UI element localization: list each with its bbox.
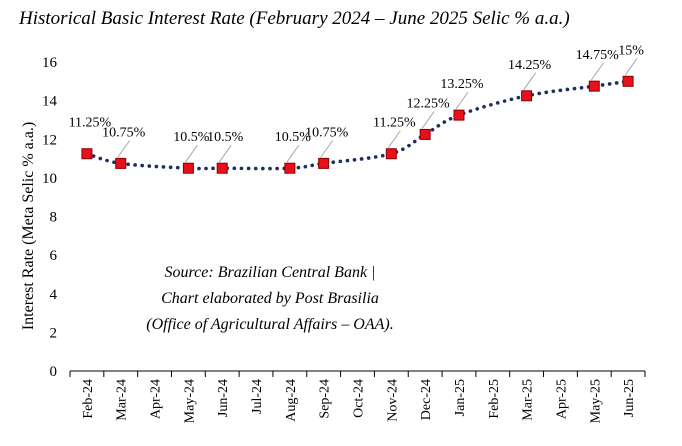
x-tick-label-11: Jan-25 — [453, 379, 468, 416]
data-markers — [81, 75, 634, 174]
x-tick-label-10: Dec-24 — [419, 379, 434, 420]
leader-line-10 — [590, 62, 604, 81]
x-tick-label-16: Jun-25 — [622, 379, 637, 417]
y-tick-label-4: 8 — [50, 210, 58, 226]
data-label-1: 10.75% — [102, 125, 146, 140]
y-tick-label-1: 2 — [50, 325, 58, 341]
y-tick-label-0: 0 — [50, 364, 58, 380]
data-label-2: 10.5% — [173, 130, 210, 145]
label-leader-lines — [117, 58, 638, 163]
y-tick-label-8: 16 — [42, 55, 58, 71]
x-tick-label-5: Jul-24 — [250, 379, 265, 414]
data-label-4: 10.5% — [275, 130, 312, 145]
y-tick-label-2: 4 — [50, 287, 58, 303]
y-axis-label: Interest Rate (Meta Selic % a.a.) — [20, 122, 37, 330]
data-label-3: 10.5% — [207, 130, 244, 145]
data-point-3 — [216, 162, 228, 174]
leader-line-6 — [387, 130, 401, 149]
data-point-2 — [182, 162, 194, 174]
leader-line-7 — [421, 111, 435, 129]
chart-title: Historical Basic Interest Rate (February… — [18, 8, 570, 29]
data-point-0 — [81, 148, 93, 160]
x-tick-label-9: Nov-24 — [385, 379, 400, 422]
data-label-7: 12.25% — [407, 96, 451, 111]
data-labels: 11.25%10.75% 10.5%10.5% 10.5%10.75%11.25%1… — [69, 43, 645, 145]
data-point-7 — [419, 128, 431, 140]
y-tick-label-6: 12 — [42, 132, 57, 148]
data-point-4 — [284, 162, 296, 174]
data-point-11 — [622, 75, 634, 87]
x-tick-label-14: Apr-25 — [554, 379, 569, 419]
y-tick-label-5: 10 — [42, 171, 57, 187]
x-tick-label-3: May-24 — [182, 379, 197, 423]
leader-line-9 — [523, 72, 537, 91]
x-tick-label-12: Feb-25 — [487, 379, 502, 419]
source-note-line-2: (Office of Agricultural Affairs – OAA). — [146, 316, 393, 333]
leader-line-3 — [218, 144, 232, 163]
series-line — [85, 79, 630, 171]
data-label-11: 15% — [618, 43, 644, 58]
data-point-9 — [521, 90, 533, 102]
data-label-6: 11.25% — [373, 116, 416, 131]
data-point-5 — [318, 157, 330, 169]
leader-line-11 — [624, 58, 638, 76]
data-label-0: 11.25% — [69, 116, 112, 131]
x-tick-label-2: Apr-24 — [149, 379, 164, 419]
x-tick-label-8: Oct-24 — [352, 379, 367, 418]
leader-line-1 — [117, 140, 131, 158]
data-point-10 — [588, 80, 600, 92]
y-tick-label-7: 14 — [42, 94, 58, 110]
leader-line-5 — [320, 140, 334, 158]
data-point-6 — [385, 148, 397, 160]
leader-line-8 — [455, 91, 469, 110]
series-line-layer — [85, 79, 630, 171]
data-point-8 — [453, 109, 465, 121]
data-point-1 — [115, 157, 127, 169]
x-tick-label-13: Mar-25 — [521, 379, 536, 421]
source-note: Source: Brazilian Central Bank | Chart el… — [146, 264, 393, 333]
leader-line-2 — [184, 144, 198, 163]
x-tick-label-15: May-25 — [588, 379, 603, 423]
data-label-9: 14.25% — [508, 58, 552, 73]
data-label-8: 13.25% — [440, 77, 484, 92]
x-tick-label-6: Aug-24 — [284, 379, 299, 422]
axes: 0 2 4 6 8 10 12 14 16 Feb-24 Mar-24 Apr-24 May-24 Jun… — [42, 55, 646, 423]
x-tick-label-1: Mar-24 — [115, 379, 130, 421]
y-tick-label-3: 6 — [50, 248, 58, 264]
data-label-5: 10.75% — [305, 125, 349, 140]
x-tick-label-7: Sep-24 — [318, 379, 333, 419]
x-tick-label-4: Jun-24 — [216, 379, 231, 417]
leader-line-4 — [286, 144, 300, 163]
data-label-10: 14.75% — [576, 48, 620, 63]
source-note-line-1: Chart elaborated by Post Brasilia — [161, 290, 379, 307]
source-note-line-0: Source: Brazilian Central Bank | — [165, 264, 376, 281]
x-tick-label-0: Feb-24 — [81, 379, 96, 419]
